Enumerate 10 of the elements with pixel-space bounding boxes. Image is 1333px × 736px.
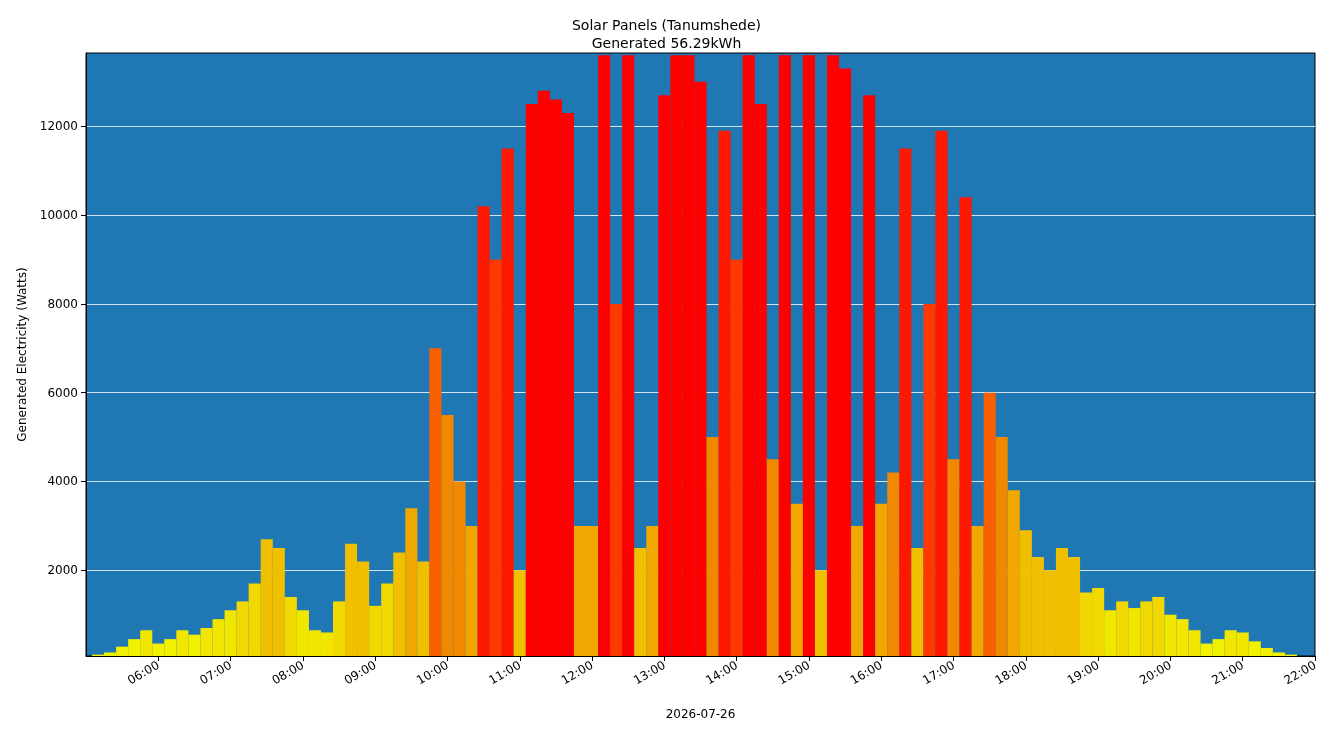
y-tick-label: 4000 <box>47 474 78 489</box>
y-tick-label: 2000 <box>47 563 78 578</box>
y-tick-label: 12000 <box>39 119 78 134</box>
y-tick-label: 6000 <box>47 385 78 400</box>
y-axis-title: Generated Electricity (Watts) <box>15 267 29 442</box>
chart-subtitle: Generated 56.29kWh <box>591 35 742 51</box>
chart-title: Solar Panels (Tanumshede) <box>571 17 762 33</box>
y-tick-label: 10000 <box>39 208 78 223</box>
y-tick-label: 8000 <box>47 296 78 311</box>
x-axis-title: 2026-07-26 <box>665 707 736 721</box>
